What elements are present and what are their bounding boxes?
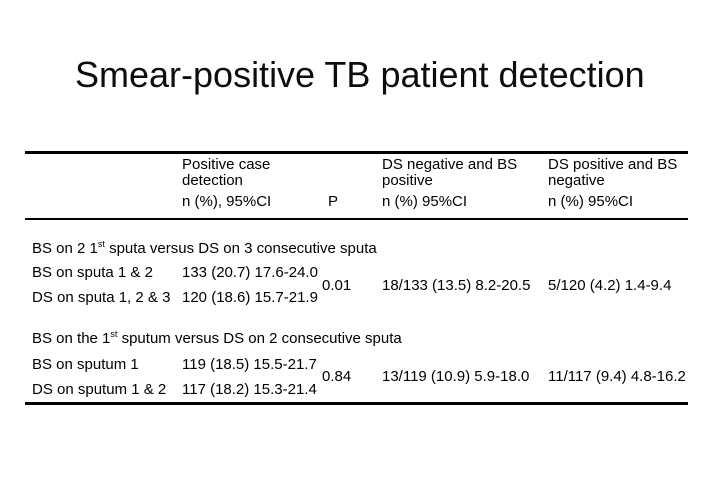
row-label: DS on sputa 1, 2 & 3 [32,289,171,306]
row-label: BS on sputum 1 [32,356,139,373]
section-1-heading-superscript: st [97,239,105,249]
p-value: 0.01 [322,277,352,294]
section-1-heading-text: BS on 2 1 [32,240,98,257]
value-ds-negative-bs-positive: 13/119 (10.9) 5.9-18.0 [382,368,530,385]
value-ds-positive-bs-negative: 5/120 (4.2) 1.4-9.4 [548,277,672,294]
slide-title: Smear-positive TB patient detection [75,54,645,95]
subheader-ds-positive-units: n (%) 95%CI [548,193,634,210]
row-label: BS on sputa 1 & 2 [32,264,153,281]
section-1-heading-text-continued: sputa versus DS on 3 consecutive sputa [104,240,377,257]
row-value-positive-case: 119 (18.5) 15.5-21.7 [182,356,317,373]
section-2-heading-superscript: st [110,329,118,339]
row-value-positive-case: 120 (18.6) 15.7-21.9 [182,289,318,306]
section-2-heading-text-continued: sputum versus DS on 2 consecutive sputa [117,330,402,347]
results-table: Positive case detection DS negative and … [25,151,688,407]
section-1-heading: BS on 2 1st sputa versus DS on 3 consecu… [32,239,377,257]
row-value-positive-case: 133 (20.7) 17.6-24.0 [182,264,318,281]
column-header-ds-negative-bs-positive: DS negative and BS positive [382,156,518,189]
column-header-positive-case-detection: Positive case detection [182,156,271,189]
row-value-positive-case: 117 (18.2) 15.3-21.4 [182,381,317,398]
column-header-ds-positive-bs-negative: DS positive and BS negative [548,156,678,189]
column-header-p: P [328,193,339,210]
value-ds-positive-bs-negative: 11/117 (9.4) 4.8-16.2 [548,368,686,385]
subheader-ds-negative-units: n (%) 95%CI [382,193,468,210]
section-2-heading: BS on the 1st sputum versus DS on 2 cons… [32,329,402,347]
value-ds-negative-bs-positive: 18/133 (13.5) 8.2-20.5 [382,277,531,294]
table-header-rule [25,218,688,220]
table-bottom-rule [25,402,688,405]
p-value: 0.84 [322,368,352,385]
subheader-positive-case-units: n (%), 95%CI [182,193,272,210]
row-label: DS on sputum 1 & 2 [32,381,167,398]
section-2-heading-text: BS on the 1 [32,330,111,347]
table-top-rule [25,151,688,154]
